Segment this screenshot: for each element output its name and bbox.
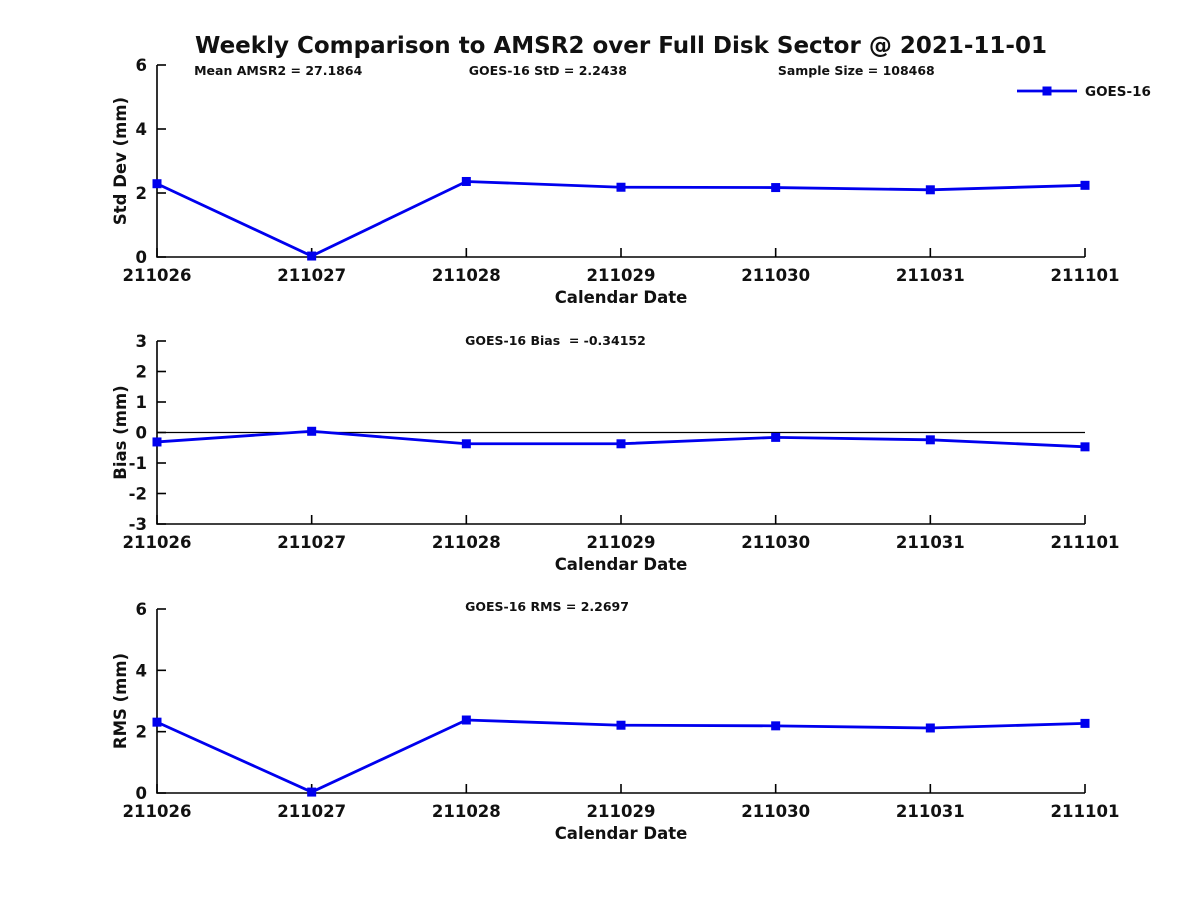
x-tick-label: 211028 [432, 266, 501, 285]
axis-lines [156, 609, 1085, 794]
data-point-marker [771, 432, 781, 442]
x-tick-label: 211031 [896, 266, 965, 285]
annotation-std-dev-2: Sample Size = 108468 [778, 63, 935, 78]
data-point-marker [152, 437, 162, 447]
data-point-marker [461, 715, 471, 725]
x-tick-label: 211101 [1051, 802, 1120, 821]
chart-std-dev: 0 2 4 6 211026 211027 211028 211029 211030 211031… [111, 56, 1151, 307]
series-line-goes-16 [156, 180, 1086, 258]
y-tick-label: 3 [136, 332, 147, 351]
y-tick-label: 0 [136, 248, 147, 267]
data-point-marker [925, 723, 935, 733]
y-tick-label: -1 [129, 454, 147, 473]
x-axis-label: Calendar Date [555, 288, 688, 307]
data-point-marker [925, 435, 935, 445]
y-tick-label: 2 [136, 363, 147, 382]
x-tick-label: 211031 [896, 533, 965, 552]
legend-label: GOES-16 [1085, 84, 1151, 100]
y-axis-label: Std Dev (mm) [111, 97, 130, 225]
data-point-marker [616, 720, 626, 730]
data-point-marker [461, 176, 471, 186]
subplot-group: 0 2 4 6 211026 211027 211028 211029 211030 211031… [111, 56, 1151, 843]
x-tick-label: 211030 [741, 266, 810, 285]
data-point-marker [771, 721, 781, 731]
x-tick-label: 211029 [587, 266, 656, 285]
data-point-marker [307, 426, 317, 436]
x-tick-label: 211026 [123, 802, 192, 821]
annotation-std-dev-1: GOES-16 StD = 2.2438 [469, 63, 627, 78]
data-point-marker [925, 185, 935, 195]
data-point-marker [152, 717, 162, 727]
y-tick-label: 4 [136, 120, 147, 139]
data-point-marker [307, 251, 317, 261]
y-tick-label: 2 [136, 723, 147, 742]
y-tick-label: 1 [136, 393, 147, 412]
data-point-marker [461, 439, 471, 449]
data-point-marker [307, 787, 317, 797]
chart-bias: -3 -2 -1 0 1 2 3 211026 211027 211028 211029 211030… [111, 332, 1119, 574]
x-tick-label: 211031 [896, 802, 965, 821]
axis-lines [156, 65, 1085, 258]
x-tick-label: 211101 [1051, 266, 1120, 285]
x-tick-label: 211029 [587, 802, 656, 821]
x-axis-label: Calendar Date [555, 555, 688, 574]
data-point-marker [152, 179, 162, 189]
data-point-marker [1080, 442, 1090, 452]
x-tick-label: 211027 [277, 266, 346, 285]
x-tick-label: 211027 [277, 533, 346, 552]
y-axis-label: RMS (mm) [111, 653, 130, 749]
y-tick-label: 6 [136, 56, 147, 75]
legend-marker [1042, 86, 1052, 96]
y-tick-label: 2 [136, 184, 147, 203]
y-tick-label: -3 [129, 515, 147, 534]
y-tick-label: 6 [136, 600, 147, 619]
data-point-marker [616, 182, 626, 192]
x-tick-label: 211101 [1051, 533, 1120, 552]
x-tick-label: 211027 [277, 802, 346, 821]
x-tick-label: 211026 [123, 266, 192, 285]
chart-rms: 0 2 4 6 211026 211027 211028 211029 211030 211031… [111, 599, 1119, 843]
annotation-rms-0: GOES-16 RMS = 2.2697 [465, 599, 629, 614]
y-tick-label: 4 [136, 661, 147, 680]
annotation-bias-0: GOES-16 Bias = -0.34152 [465, 333, 646, 348]
x-tick-label: 211026 [123, 533, 192, 552]
data-point-marker [616, 439, 626, 449]
x-tick-label: 211028 [432, 533, 501, 552]
legend: GOES-16 [1017, 84, 1151, 100]
annotation-std-dev-0: Mean AMSR2 = 27.1864 [194, 63, 362, 78]
x-tick-label: 211028 [432, 802, 501, 821]
x-tick-label: 211030 [741, 802, 810, 821]
y-tick-label: 0 [136, 784, 147, 803]
data-point-marker [771, 183, 781, 193]
y-axis-label: Bias (mm) [111, 385, 130, 479]
x-axis-label: Calendar Date [555, 824, 688, 843]
x-tick-label: 211029 [587, 533, 656, 552]
y-tick-label: -2 [129, 485, 147, 504]
data-point-marker [1080, 718, 1090, 728]
y-tick-label: 0 [136, 424, 147, 443]
data-point-marker [1080, 180, 1090, 190]
figure-title: Weekly Comparison to AMSR2 over Full Dis… [195, 33, 1047, 59]
series-line-goes-16 [156, 718, 1086, 794]
x-tick-label: 211030 [741, 533, 810, 552]
